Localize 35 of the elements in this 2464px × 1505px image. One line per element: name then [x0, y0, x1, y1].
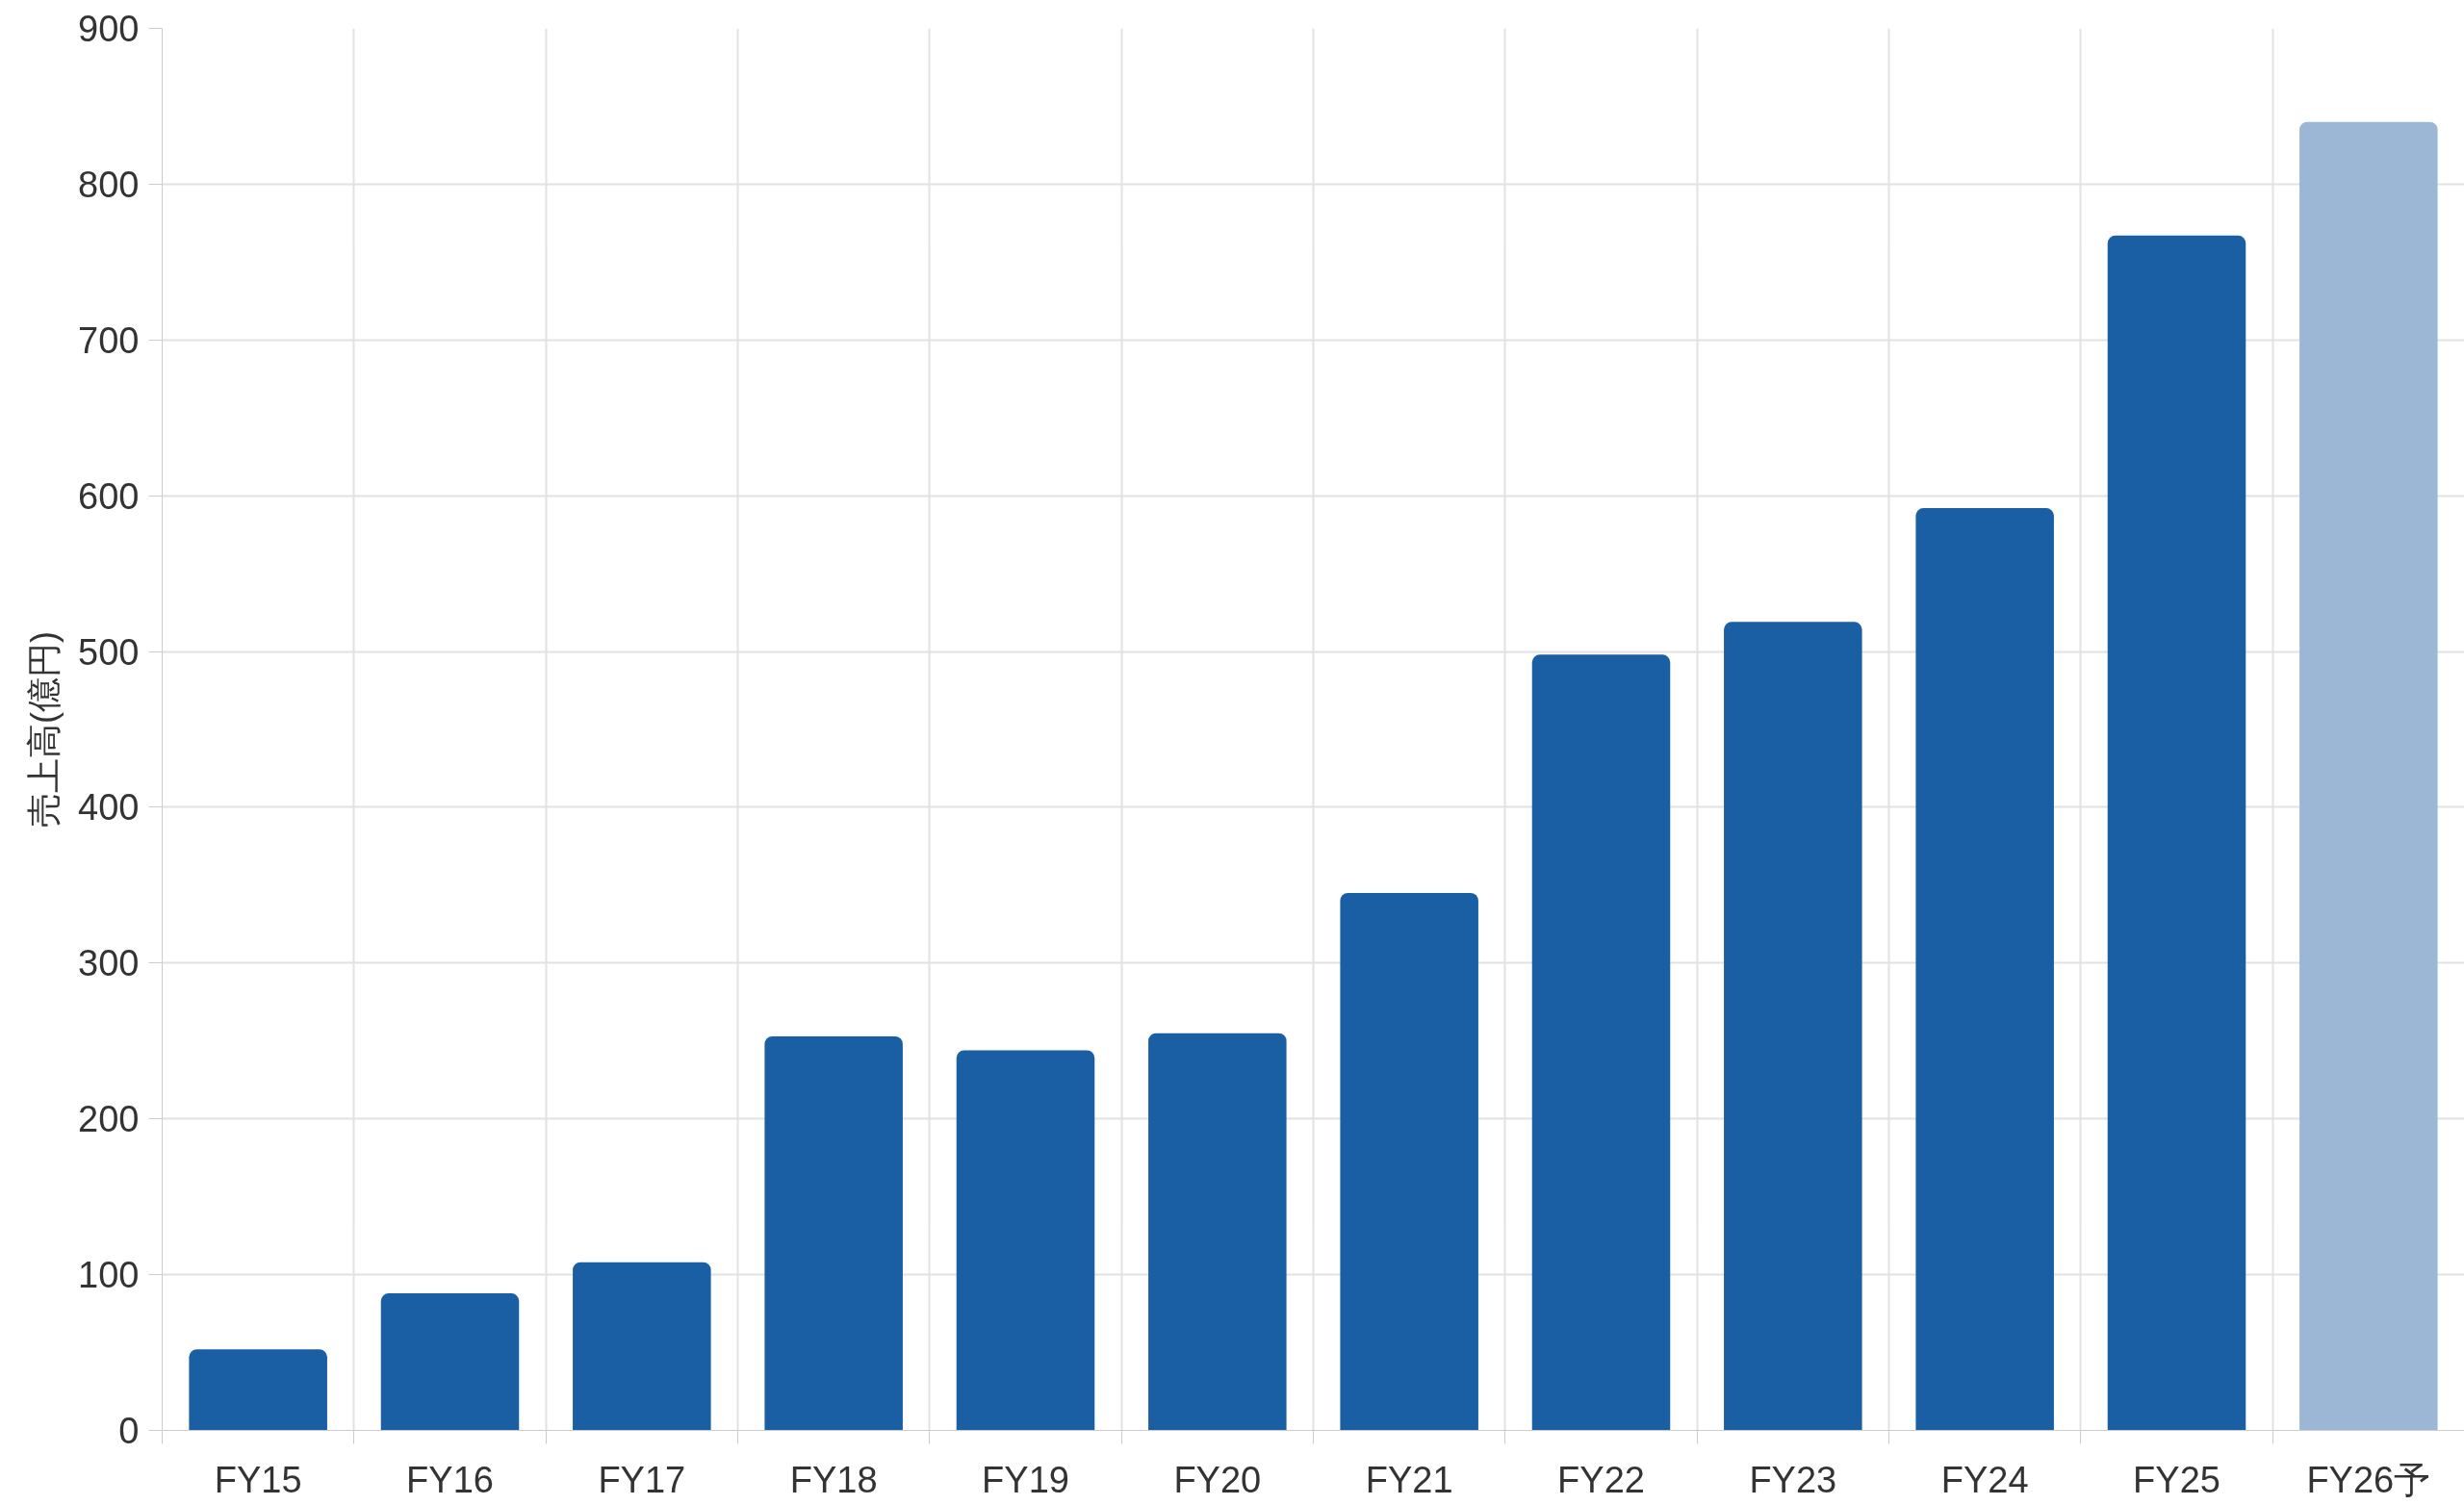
- bar: [1531, 654, 1671, 1431]
- x-tick-label: FY22: [1557, 1459, 1645, 1500]
- x-tick-label: FY21: [1365, 1459, 1453, 1500]
- x-tick-label: FY18: [789, 1459, 878, 1500]
- x-tick-label: FY25: [2133, 1459, 2220, 1500]
- bar: [1340, 892, 1478, 1431]
- bar: [2299, 121, 2438, 1431]
- y-tick-label: 300: [78, 943, 140, 984]
- bar: [1148, 1033, 1287, 1431]
- y-tick-label: 100: [78, 1255, 140, 1296]
- x-tick-label: FY26予: [2306, 1459, 2431, 1500]
- y-axis-title: 売上高(億円): [24, 631, 64, 828]
- y-tick-label: 900: [78, 9, 140, 49]
- x-tick-label: FY24: [1940, 1459, 2029, 1500]
- bar: [189, 1349, 327, 1431]
- y-tick-label: 800: [78, 164, 140, 205]
- y-tick-label: 0: [118, 1411, 140, 1451]
- bar: [764, 1035, 903, 1431]
- y-tick-label: 700: [78, 319, 140, 361]
- x-tick-label: FY17: [598, 1459, 686, 1500]
- bar: [380, 1293, 520, 1431]
- y-tick-label: 400: [78, 787, 140, 829]
- x-tick-label: FY19: [982, 1459, 1069, 1500]
- x-tick-label: FY16: [406, 1459, 494, 1500]
- bar: [956, 1050, 1095, 1431]
- y-tick-label: 600: [78, 475, 140, 517]
- bar: [573, 1262, 711, 1431]
- y-tick-label: 500: [78, 631, 140, 673]
- x-tick-label: FY23: [1749, 1459, 1837, 1500]
- bar: [2107, 235, 2246, 1431]
- x-tick-label: FY20: [1173, 1459, 1262, 1500]
- y-tick-label: 200: [78, 1099, 140, 1140]
- bar: [1724, 622, 1862, 1431]
- x-tick-label: FY15: [214, 1459, 302, 1500]
- bar: [1915, 508, 2054, 1431]
